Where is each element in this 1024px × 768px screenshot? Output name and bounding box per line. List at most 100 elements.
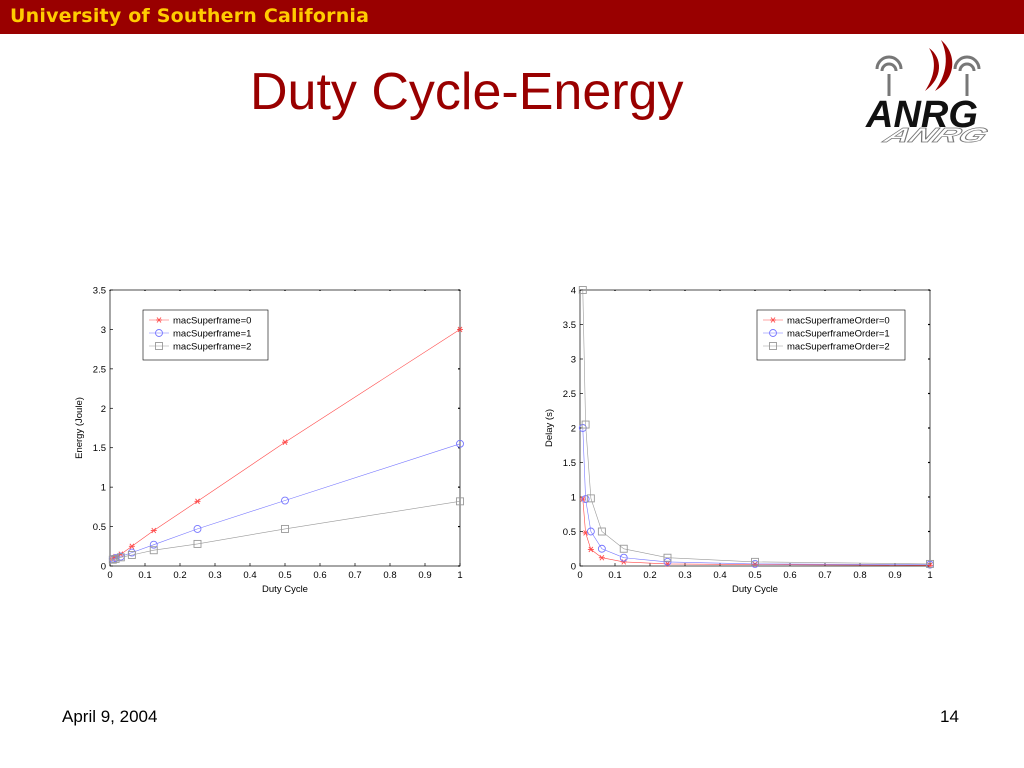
data-point: [581, 495, 590, 504]
data-point: [456, 497, 464, 506]
data-point: [664, 561, 671, 567]
data-point: [194, 498, 201, 505]
data-point: [598, 554, 605, 561]
data-point: [193, 524, 202, 533]
header-banner: University of Southern California: [0, 0, 1024, 34]
logo-text: ANRG: [866, 94, 978, 136]
data-point: [149, 546, 158, 555]
data-point: [578, 286, 587, 294]
data-point: [926, 559, 934, 568]
x-tick-label: 0.7: [348, 570, 361, 581]
legend-label: macSuperframe=2: [173, 342, 251, 353]
legend-marker: [155, 329, 163, 337]
x-axis-label: Duty Cycle: [262, 584, 308, 595]
energy-chart: 0 0.1 0.2 0.3 0.4 0.5 0.6 0.7 0.8 0.9 1 0 0.5 1 1.5 2 2.…: [74, 286, 464, 595]
x-tick-label: 0.2: [173, 570, 186, 581]
legend-label: macSuperframeOrder=0: [787, 316, 890, 327]
y-tick-label: 1: [571, 493, 576, 504]
data-point: [281, 524, 289, 533]
y-tick-label: 2: [101, 404, 106, 415]
x-tick-label: 0: [107, 570, 112, 581]
data-point: [127, 551, 136, 559]
data-point: [149, 540, 158, 549]
data-point: [586, 494, 595, 503]
legend-marker: [156, 317, 162, 323]
x-axis-label: Duty Cycle: [732, 584, 778, 595]
delay-chart: 0 0.1 0.2 0.3 0.4 0.5 0.6 0.7 0.8 0.9 1 0 0.5 1 1.5 2 2.…: [544, 286, 934, 595]
legend-marker: [769, 329, 777, 337]
y-tick-label: 0.5: [563, 527, 576, 538]
x-tick-label: 0.8: [383, 570, 396, 581]
legend-label: macSuperframeOrder=1: [787, 329, 890, 340]
x-tick-label: 0.2: [643, 570, 656, 581]
data-point: [663, 553, 672, 562]
y-tick-label: 2.5: [93, 364, 106, 375]
x-tick-label: 1: [927, 570, 932, 581]
x-tick-label: 0.5: [748, 570, 761, 581]
x-tick-label: 0.3: [208, 570, 221, 581]
x-tick-label: 1: [457, 570, 462, 581]
data-point: [597, 544, 606, 553]
data-point: [579, 496, 586, 502]
x-tick-label: 0.9: [888, 570, 901, 581]
x-tick-label: 0.4: [243, 570, 256, 581]
y-tick-label: 0: [101, 562, 106, 573]
y-tick-label: 2: [571, 424, 576, 435]
x-tick-label: 0.4: [713, 570, 726, 581]
data-point: [281, 496, 289, 505]
y-tick-label: 3: [571, 355, 576, 366]
x-tick-label: 0: [577, 570, 582, 581]
y-tick-label: 4: [571, 286, 576, 297]
data-point: [111, 554, 120, 563]
signal-wave-icon: [925, 40, 953, 91]
y-tick-label: 3: [101, 325, 106, 336]
x-tick-label: 0.1: [138, 570, 151, 581]
antenna-icon-right: [953, 55, 981, 96]
y-axis-label: Delay (s): [544, 409, 555, 447]
series-line-2: [582, 289, 931, 565]
data-point: [193, 539, 202, 548]
university-name: University of Southern California: [10, 5, 370, 27]
data-point: [597, 527, 606, 536]
slide-title: Duty Cycle-Energy: [250, 63, 684, 121]
legend-marker: [769, 342, 777, 350]
legend-marker: [155, 342, 163, 350]
data-point: [751, 557, 759, 566]
y-tick-label: 0: [571, 562, 576, 573]
x-tick-label: 0.7: [818, 570, 831, 581]
series-line-1: [582, 427, 931, 565]
x-tick-label: 0.1: [608, 570, 621, 581]
x-tick-label: 0.5: [278, 570, 291, 581]
series-line-0: [582, 499, 931, 566]
data-point: [587, 546, 594, 553]
data-point: [150, 527, 157, 534]
data-point: [620, 559, 627, 565]
y-tick-label: 3.5: [93, 286, 106, 297]
legend-box: [142, 309, 269, 361]
data-point: [663, 557, 672, 566]
legend-label: macSuperframe=1: [173, 329, 251, 340]
y-tick-label: 1.5: [563, 458, 576, 469]
data-point: [619, 553, 628, 562]
legend-box: [756, 309, 906, 361]
data-point: [752, 561, 758, 568]
legend-label: macSuperframe=0: [173, 316, 251, 327]
data-point: [282, 439, 288, 445]
y-tick-label: 2.5: [563, 389, 576, 400]
legend-marker: [770, 317, 776, 323]
data-point: [581, 420, 590, 429]
y-tick-label: 1.5: [93, 443, 106, 454]
data-point: [586, 527, 595, 536]
y-tick-label: 0.5: [93, 522, 106, 533]
slide-date: April 9, 2004: [62, 707, 158, 726]
x-tick-label: 0.6: [783, 570, 796, 581]
x-tick-label: 0.6: [313, 570, 326, 581]
y-tick-label: 3.5: [563, 320, 576, 331]
x-tick-label: 0.3: [678, 570, 691, 581]
legend-label: macSuperframeOrder=2: [787, 342, 890, 353]
page-number: 14: [940, 707, 959, 726]
data-point: [108, 555, 117, 564]
data-point: [456, 439, 464, 448]
data-point: [457, 326, 463, 333]
antenna-icon-left: [875, 55, 903, 96]
